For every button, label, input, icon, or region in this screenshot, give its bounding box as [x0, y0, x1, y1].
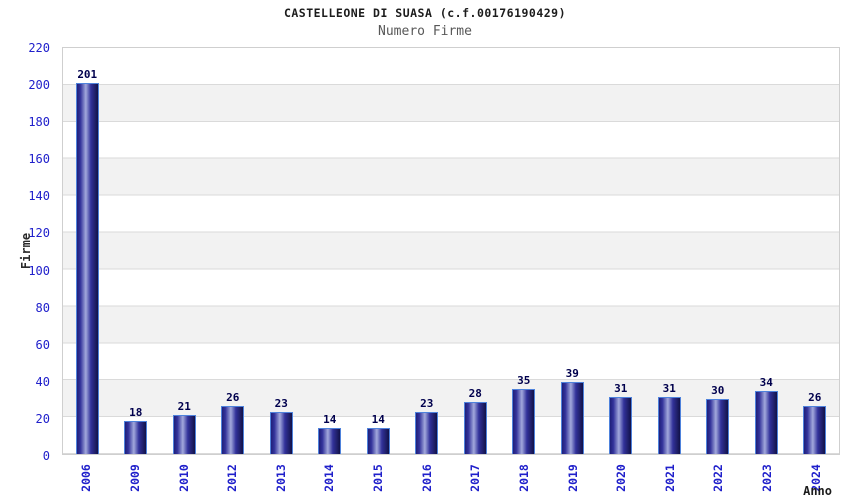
- bar-value-label: 39: [565, 367, 579, 381]
- bar-slot: 23: [403, 48, 452, 454]
- y-tick-160: 160: [28, 152, 50, 167]
- bar-2015: 14: [366, 413, 390, 454]
- bar-slot: 201: [63, 48, 112, 454]
- x-tick-2020: 2020: [614, 464, 629, 492]
- x-tick-2021: 2021: [662, 464, 677, 492]
- bar-slot: 23: [257, 48, 306, 454]
- x-tick-2022: 2022: [711, 464, 726, 492]
- x-tick-2016: 2016: [419, 464, 434, 492]
- x-tick-2019: 2019: [565, 464, 580, 492]
- y-tick-40: 40: [35, 374, 50, 389]
- bar-value-label: 201: [77, 68, 98, 82]
- bar-slot: 26: [209, 48, 258, 454]
- bar-slot: 14: [354, 48, 403, 454]
- bar-value-label: 35: [517, 374, 531, 388]
- plot-area: 201 18 21 26 23 14 14 23 28 35 39 31 31 30 34 26: [62, 47, 840, 455]
- bar-value-label: 21: [177, 400, 191, 414]
- x-tick-slot: 2013: [257, 457, 306, 499]
- bar-value-label: 30: [711, 383, 725, 397]
- bar-value-label: 34: [759, 376, 773, 390]
- x-tick-2017: 2017: [468, 464, 483, 492]
- bar-value-label: 31: [662, 381, 676, 395]
- x-tick-slot: 2006: [62, 457, 111, 499]
- bar-value-label: 14: [371, 413, 385, 427]
- y-tick-20: 20: [35, 411, 50, 426]
- x-tick-2015: 2015: [371, 464, 386, 492]
- bar-2022: 30: [706, 384, 730, 454]
- bar-slot: 18: [112, 48, 161, 454]
- bar-2016: 23: [415, 397, 439, 454]
- bar-2021: 31: [657, 382, 681, 454]
- bar-2023: 34: [754, 376, 778, 454]
- x-tick-slot: 2015: [354, 457, 403, 499]
- bar-value-label: 14: [323, 413, 337, 427]
- bar-slot: 26: [791, 48, 840, 454]
- x-tick-slot: 2014: [305, 457, 354, 499]
- y-tick-140: 140: [28, 189, 50, 204]
- bar-2009: 18: [124, 406, 148, 454]
- bar-value-label: 26: [226, 391, 240, 405]
- bar-value-label: 26: [808, 391, 822, 405]
- x-tick-slot: 2020: [597, 457, 646, 499]
- x-axis-ticks: 2006 2009 2010 2012 2013 2014 2015 2016 2017 2018…: [62, 457, 840, 499]
- bar-2019: 39: [560, 367, 584, 454]
- bar-value-label: 18: [129, 405, 143, 419]
- bar-slot: 34: [742, 48, 791, 454]
- x-tick-slot: 2010: [159, 457, 208, 499]
- bar-2020: 31: [609, 382, 633, 454]
- x-tick-2014: 2014: [322, 464, 337, 492]
- bar-slot: 14: [306, 48, 355, 454]
- bar-2012: 26: [221, 391, 245, 454]
- bar-2017: 28: [463, 387, 487, 454]
- x-tick-slot: 2019: [548, 457, 597, 499]
- chart-subtitle: Numero Firme: [378, 24, 472, 39]
- x-tick-slot: 2022: [694, 457, 743, 499]
- x-tick-slot: 2009: [111, 457, 160, 499]
- x-tick-2018: 2018: [516, 464, 531, 492]
- bar-slot: 31: [597, 48, 646, 454]
- x-tick-2006: 2006: [79, 464, 94, 492]
- x-tick-slot: 2016: [402, 457, 451, 499]
- bar-2018: 35: [512, 374, 536, 454]
- x-tick-slot: 2017: [451, 457, 500, 499]
- bar-slot: 35: [500, 48, 549, 454]
- y-tick-200: 200: [28, 78, 50, 93]
- x-axis-label: Anno: [803, 484, 832, 498]
- x-tick-slot: 2023: [743, 457, 792, 499]
- y-tick-80: 80: [35, 300, 50, 315]
- x-tick-2012: 2012: [225, 464, 240, 492]
- bar-slot: 28: [451, 48, 500, 454]
- bar-2024: 26: [803, 391, 827, 454]
- bar-2006: 201: [75, 68, 99, 454]
- y-tick-100: 100: [28, 263, 50, 278]
- bar-slot: 30: [694, 48, 743, 454]
- chart-title: CASTELLEONE DI SUASA (c.f.00176190429): [283, 6, 567, 20]
- bar-value-label: 31: [614, 381, 628, 395]
- bar-2014: 14: [318, 413, 342, 454]
- bar-value-label: 23: [420, 396, 434, 410]
- x-tick-2010: 2010: [176, 464, 191, 492]
- bar-slot: 39: [548, 48, 597, 454]
- x-tick-2013: 2013: [273, 464, 288, 492]
- y-tick-220: 220: [28, 41, 50, 55]
- bar-2010: 21: [172, 400, 196, 454]
- y-axis-ticks: 0 20 40 60 80 100 120 140 160 180 200 220: [0, 41, 50, 463]
- y-tick-120: 120: [28, 226, 50, 241]
- bar-slot: 21: [160, 48, 209, 454]
- y-tick-180: 180: [28, 115, 50, 130]
- x-tick-2009: 2009: [127, 464, 142, 492]
- y-tick-60: 60: [35, 337, 50, 352]
- x-tick-slot: 2018: [500, 457, 549, 499]
- x-tick-slot: 2012: [208, 457, 257, 499]
- y-tick-0: 0: [42, 449, 50, 463]
- bar-value-label: 23: [274, 396, 288, 410]
- x-tick-slot: 2021: [646, 457, 695, 499]
- bar-value-label: 28: [468, 387, 482, 401]
- x-tick-2023: 2023: [760, 464, 775, 492]
- bar-2013: 23: [269, 397, 293, 454]
- bar-slot: 31: [645, 48, 694, 454]
